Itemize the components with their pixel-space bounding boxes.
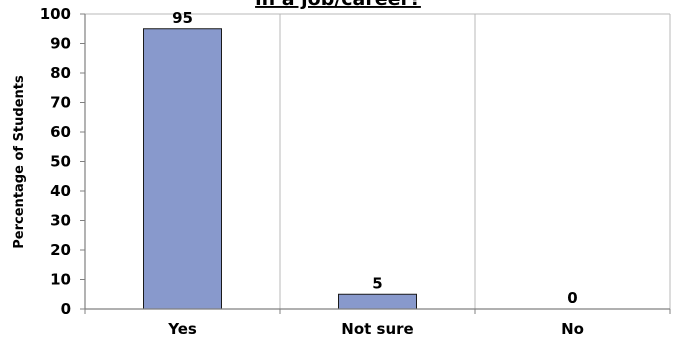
y-tick-label: 90 bbox=[50, 35, 71, 53]
y-tick-label: 50 bbox=[50, 153, 71, 171]
y-tick-label: 70 bbox=[50, 94, 71, 112]
chart-title: in a job/career? bbox=[255, 0, 421, 10]
data-label: 95 bbox=[172, 9, 193, 27]
y-tick-label: 20 bbox=[50, 241, 71, 259]
y-tick-label: 0 bbox=[61, 300, 71, 318]
bar-not-sure bbox=[338, 293, 417, 310]
y-tick-label: 10 bbox=[50, 271, 71, 289]
bar-yes bbox=[143, 28, 222, 310]
category-label: Not sure bbox=[341, 320, 413, 338]
data-label: 0 bbox=[567, 289, 577, 307]
y-tick-label: 60 bbox=[50, 123, 71, 141]
y-tick-label: 80 bbox=[50, 64, 71, 82]
data-label: 5 bbox=[372, 274, 382, 292]
grid-lines bbox=[85, 13, 671, 309]
labels: 95 Yes 5 Not sure 0 No 0 10 20 30 40 50 60 70 80 90 100 bbox=[40, 5, 584, 338]
y-tick-label: 40 bbox=[50, 182, 71, 200]
bars bbox=[143, 28, 417, 310]
category-label: No bbox=[561, 320, 584, 338]
axes bbox=[80, 13, 671, 314]
category-label: Yes bbox=[167, 320, 197, 338]
y-axis-title: Percentage of Students bbox=[12, 75, 27, 249]
y-tick-label: 30 bbox=[50, 212, 71, 230]
y-tick-label: 100 bbox=[40, 5, 71, 23]
